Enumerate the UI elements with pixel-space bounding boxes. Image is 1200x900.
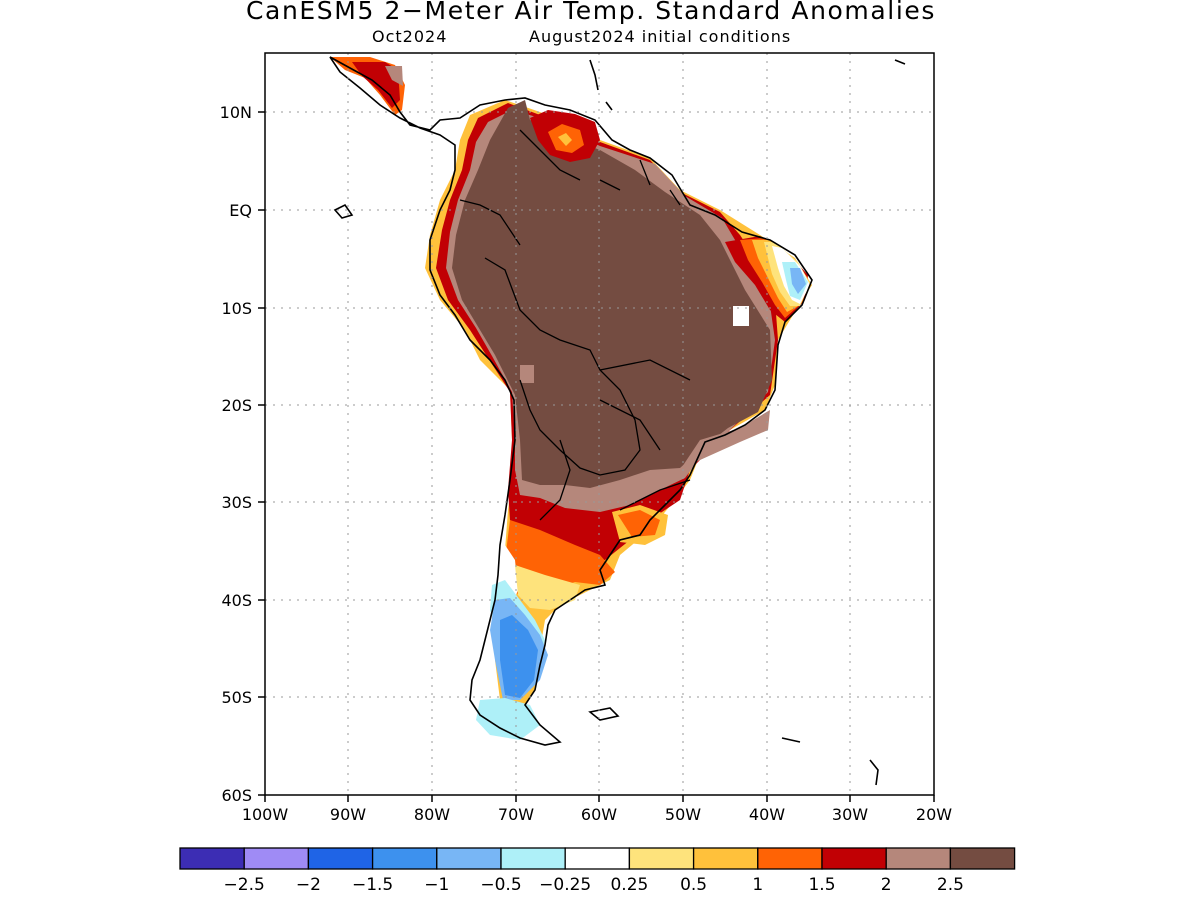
galapagos	[333, 203, 354, 219]
anomaly-field	[330, 57, 812, 740]
colorbar-label: 1.5	[808, 875, 835, 895]
colorbar-label: 0.25	[610, 875, 648, 895]
country-borders	[459, 129, 691, 521]
colorbar-swatch	[821, 847, 887, 870]
colorbar-swatch	[179, 847, 245, 870]
colorbar-label: 2	[881, 875, 892, 895]
lon-label: 30W	[832, 805, 868, 824]
colorbar-swatch	[628, 847, 695, 870]
colorbar-swatch	[371, 847, 438, 870]
uruguay-orange	[618, 510, 660, 537]
lat-label: 30S	[221, 493, 252, 512]
colorbar-swatch	[949, 847, 1016, 870]
colorbar-label: 1	[752, 875, 763, 895]
colorbar-label: −1.5	[352, 875, 393, 895]
lat-label: 60S	[221, 786, 252, 805]
south-sandwich	[869, 759, 879, 786]
initial-conditions: August2024 initial conditions	[529, 27, 792, 46]
lat-label: 10N	[220, 103, 252, 122]
axis-ticks	[258, 111, 935, 802]
central-america-anomaly-peak	[385, 66, 403, 86]
south-georgia	[781, 737, 801, 743]
neutral-gap-andes	[520, 365, 534, 383]
latitude-labels: 10N EQ 10S 20S 30S 40S 50S 60S	[220, 103, 252, 805]
central-america-anomaly-core	[352, 62, 400, 108]
forecast-month: Oct2024	[372, 27, 448, 46]
coastlines	[329, 56, 906, 786]
lon-label: 40W	[749, 805, 785, 824]
colorbar-label: −0.25	[539, 875, 591, 895]
se-coast-pink	[680, 410, 770, 470]
lat-label: 20S	[221, 396, 252, 415]
patagonia-deep-blue	[500, 615, 538, 698]
falkland-islands	[588, 707, 620, 721]
lat-label: EQ	[229, 201, 252, 220]
colorbar-label: 2.5	[937, 875, 964, 895]
colorbar: −2.5 −2 −1.5 −1 −0.5 −0.25 0.25 0.5 1 1.5 2 2.5	[179, 847, 1016, 895]
colorbar-label: −1	[424, 875, 449, 895]
lat-label: 50S	[221, 688, 252, 707]
tierra-del-fuego-cool	[476, 698, 540, 740]
colorbar-label: −0.5	[480, 875, 521, 895]
colorbar-swatch	[500, 847, 566, 870]
lon-label: 60W	[581, 805, 617, 824]
colorbar-swatch	[692, 847, 759, 870]
colorbar-swatch	[243, 847, 310, 870]
continent-brown-core	[452, 100, 772, 488]
patagonia-light-yellow	[515, 565, 580, 610]
venezuela-anomaly-center	[558, 133, 572, 146]
colorbar-label: −2	[296, 875, 321, 895]
colorbar-label: 0.5	[680, 875, 707, 895]
lat-label: 10S	[221, 299, 252, 318]
colorbar-swatch	[885, 847, 952, 870]
lon-label: 90W	[330, 805, 366, 824]
south-america-coastline	[329, 56, 813, 746]
colorbar-swatch	[307, 847, 374, 870]
lon-label: 70W	[498, 805, 534, 824]
lon-label: 100W	[242, 805, 289, 824]
ne-brazil-cool-core	[790, 268, 806, 294]
lon-label: 20W	[916, 805, 952, 824]
neutral-gap-brazil	[733, 306, 749, 326]
map-title: CanESM5 2−Meter Air Temp. Standard Anoma…	[245, 0, 936, 25]
longitude-labels: 100W 90W 80W 70W 60W 50W 40W 30W 20W	[242, 805, 952, 824]
colorbar-swatch	[564, 847, 631, 870]
caribbean-islands	[589, 59, 906, 111]
lat-label: 40S	[221, 591, 252, 610]
colorbar-swatch	[436, 847, 502, 870]
colorbar-swatch	[757, 847, 823, 870]
lon-label: 80W	[414, 805, 450, 824]
lon-label: 50W	[665, 805, 701, 824]
colorbar-label: −2.5	[224, 875, 265, 895]
